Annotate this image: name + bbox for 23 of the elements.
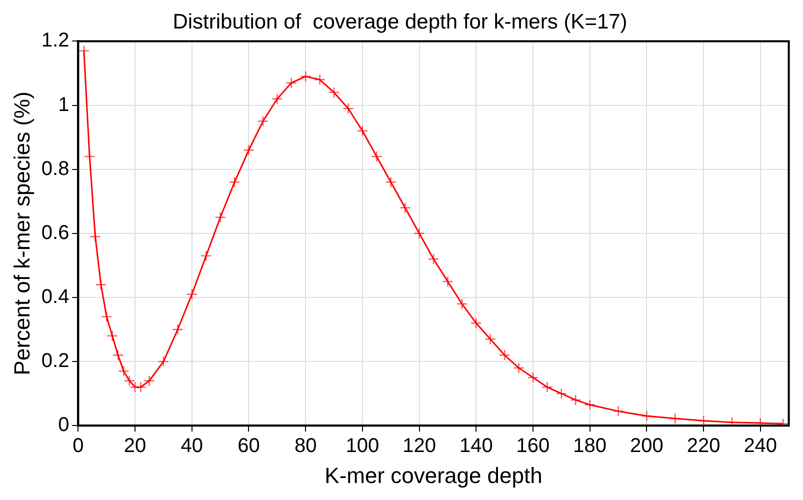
x-axis-title: K-mer coverage depth: [324, 462, 542, 488]
x-tick-label: 240: [744, 435, 778, 458]
y-tick-label: 1: [58, 94, 70, 116]
x-tick-label: 40: [180, 435, 204, 458]
x-tick-label: 140: [459, 435, 493, 458]
y-axis-title: Percent of k-mer species (%): [9, 92, 34, 376]
x-tick-label: 0: [72, 435, 84, 458]
x-tick-label: 60: [238, 435, 260, 458]
x-tick-label: 160: [516, 435, 550, 458]
chart-title: Distribution of coverage depth for k-mers (K=17): [172, 10, 628, 34]
y-tick-label: 0.6: [41, 222, 70, 244]
y-tick-label: 0.2: [41, 350, 70, 372]
x-tick-label: 20: [124, 435, 146, 458]
y-tick-label: 1.2: [41, 30, 70, 52]
x-tick-label: 180: [573, 435, 607, 458]
x-tick-label: 200: [630, 435, 664, 458]
x-tick-label: 80: [294, 435, 317, 458]
x-tick-label: 120: [402, 435, 436, 458]
x-tick-label: 220: [686, 435, 720, 458]
y-tick-label: 0: [58, 414, 70, 436]
x-tick-label: 100: [346, 435, 380, 458]
y-tick-label: 0.8: [41, 158, 70, 180]
y-tick-label: 0.4: [41, 286, 70, 308]
